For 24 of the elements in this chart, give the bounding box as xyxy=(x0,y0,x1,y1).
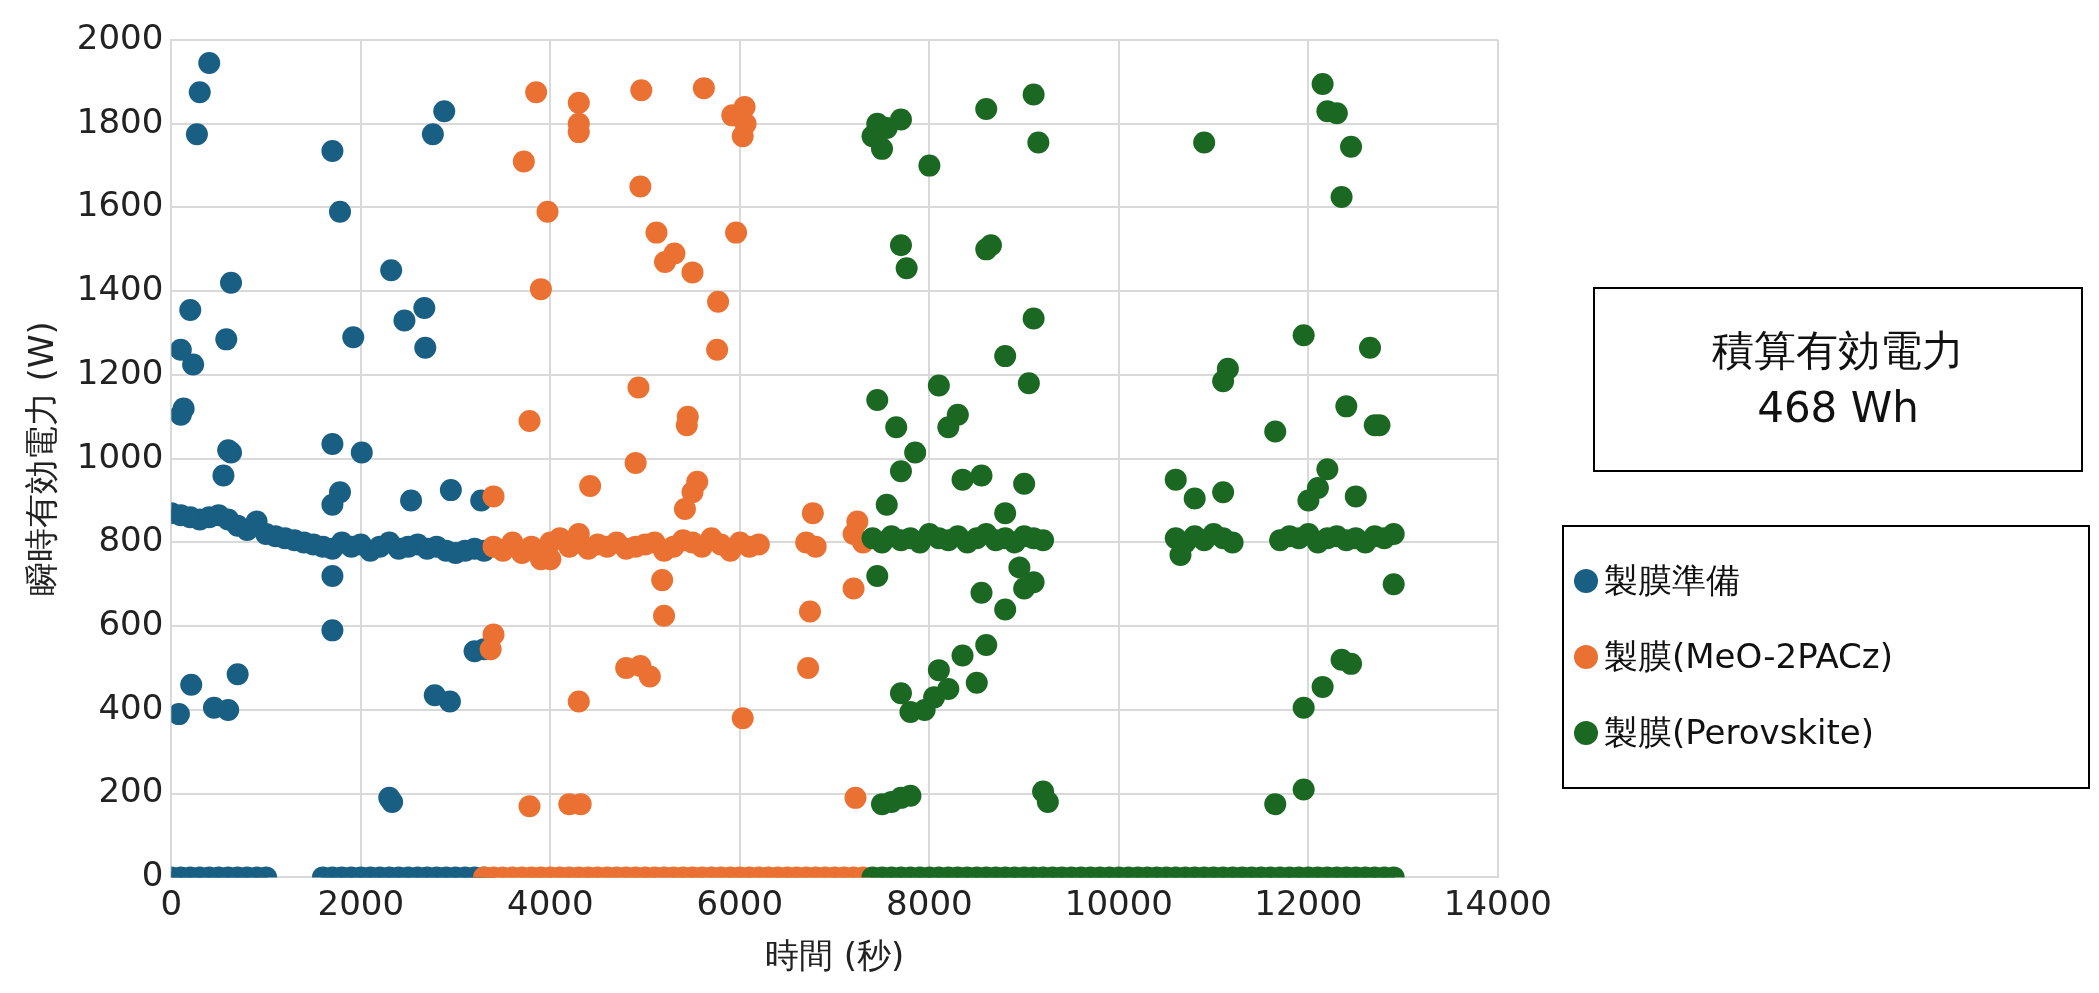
y-tick-label: 1000 xyxy=(76,435,164,476)
x-tick-label: 12000 xyxy=(1254,882,1363,923)
legend-label: 製膜(Perovskite) xyxy=(1604,711,1874,754)
y-tick-label: 1200 xyxy=(76,351,164,392)
x-axis-title: 時間 (秒) xyxy=(764,935,905,976)
y-tick-label: 800 xyxy=(98,519,164,560)
y-tick-label: 1800 xyxy=(76,100,164,141)
y-axis-title: 瞬時有効電力 (W) xyxy=(21,321,62,597)
y-tick-label: 400 xyxy=(98,686,164,727)
legend-label: 製膜準備 xyxy=(1604,559,1740,602)
y-tick-label: 1400 xyxy=(76,268,164,309)
x-tick-label: 6000 xyxy=(696,882,784,923)
text: 積算有効電力 468 Wh xyxy=(1593,287,2083,472)
y-tick-label: 1600 xyxy=(76,184,164,225)
y-tick-label: 600 xyxy=(98,603,164,644)
x-tick-label: 10000 xyxy=(1064,882,1173,923)
y-tick-label: 0 xyxy=(141,854,164,895)
x-tick-label: 2000 xyxy=(317,882,405,923)
legend-label: 製膜(MeO-2PACz) xyxy=(1604,635,1893,678)
x-tick-label: 14000 xyxy=(1443,882,1553,923)
y-tick-label: 200 xyxy=(98,770,164,811)
x-tick-label: 4000 xyxy=(507,882,594,923)
y-tick-label: 2000 xyxy=(76,16,164,57)
x-tick-label: 8000 xyxy=(886,882,973,923)
